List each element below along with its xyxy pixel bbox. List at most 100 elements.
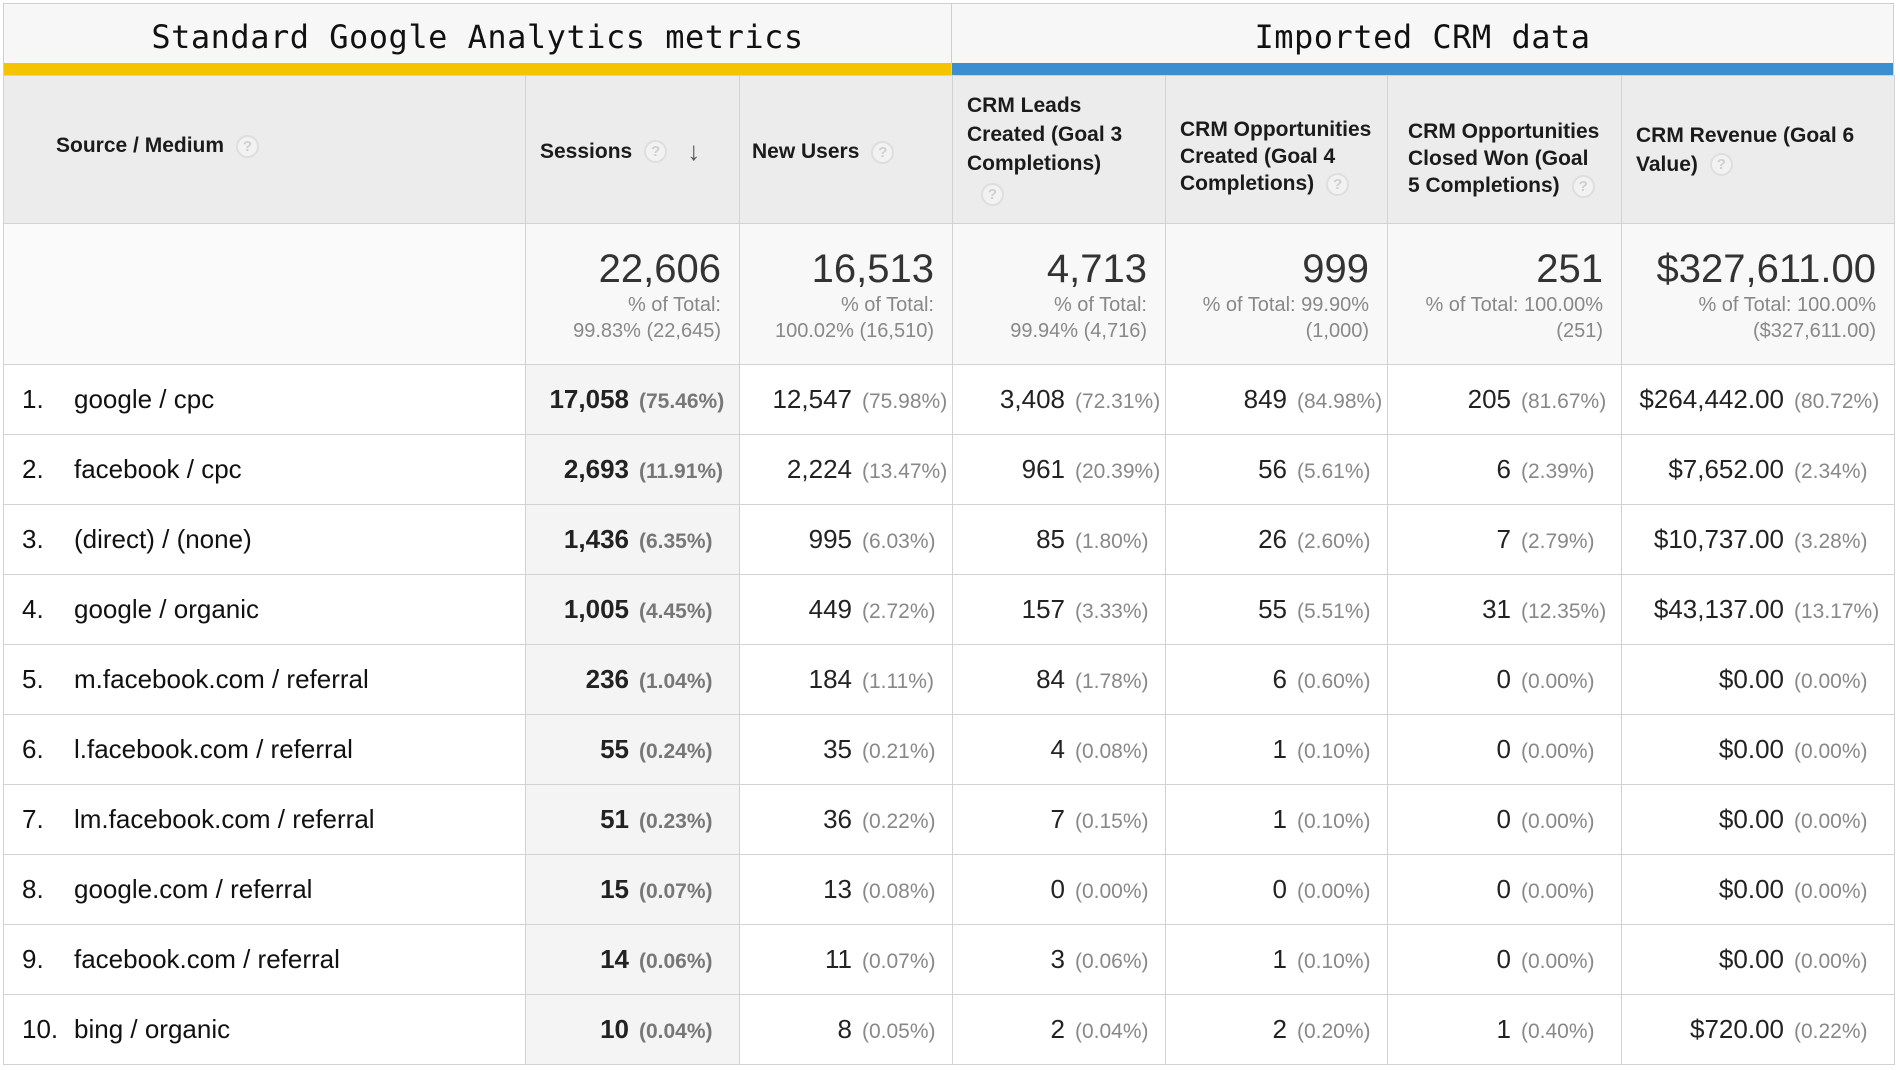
table-row[interactable]: 6. l.facebook.com / referral 55 (0.24%) 35… [3, 714, 1895, 785]
crm-won-percent: (12.35%) [1521, 600, 1607, 623]
new-users-value: 449 [808, 594, 852, 624]
crm-opps-percent: (0.00%) [1297, 880, 1371, 903]
crm-leads-percent: (0.00%) [1075, 880, 1149, 903]
totals-percent-value: 99.83% (22,645) [573, 320, 721, 342]
source-medium-link[interactable]: google / cpc [74, 384, 215, 414]
crm-won-value: 0 [1496, 664, 1511, 694]
source-medium-link[interactable]: google / organic [74, 594, 260, 624]
help-icon[interactable]: ? [1709, 153, 1733, 177]
help-icon[interactable]: ? [871, 140, 895, 164]
table-row[interactable]: 2. facebook / cpc 2,693 (11.91%) 2,224 (13.… [3, 434, 1895, 505]
source-medium-cell: 3. (direct) / (none) [3, 504, 526, 575]
col-header-crm-won[interactable]: CRM Opportunities Closed Won (Goal 5 Com… [1387, 75, 1622, 224]
table-row[interactable]: 7. lm.facebook.com / referral 51 (0.23%) 3… [3, 784, 1895, 855]
source-medium-link[interactable]: bing / organic [74, 1014, 231, 1044]
row-number: 1. [22, 384, 44, 414]
col-header-crm-opps[interactable]: CRM Opportunities Created (Goal 4 Comple… [1165, 75, 1388, 224]
crm-revenue-percent: (0.00%) [1794, 950, 1868, 973]
source-medium-link[interactable]: m.facebook.com / referral [74, 664, 369, 694]
ga-metrics-group-title: Standard Google Analytics metrics [151, 18, 804, 56]
crm-revenue-percent: (0.00%) [1794, 740, 1868, 763]
crm-opps-percent: (0.10%) [1297, 950, 1371, 973]
crm-won-cell: 1 (0.40%) [1387, 994, 1622, 1065]
new-users-value: 11 [825, 944, 852, 974]
crm-leads-cell: 3,408 (72.31%) [952, 364, 1166, 435]
crm-opps-cell: 0 (0.00%) [1165, 854, 1388, 925]
crm-revenue-cell: $7,652.00 (2.34%) [1621, 434, 1895, 505]
source-medium-link[interactable]: google.com / referral [74, 874, 313, 904]
crm-data-group-title: Imported CRM data [1254, 18, 1591, 56]
sessions-percent: (0.06%) [639, 950, 713, 973]
crm-leads-cell: 4 (0.08%) [952, 714, 1166, 785]
source-medium-link[interactable]: (direct) / (none) [74, 524, 252, 554]
totals-percent-label: % of Total: [1053, 294, 1147, 316]
crm-revenue-percent: (3.28%) [1794, 530, 1868, 553]
crm-leads-percent: (0.06%) [1075, 950, 1149, 973]
table-header-row: Source / Medium? Sessions? ↓ New Users? C… [3, 75, 1895, 224]
new-users-cell: 36 (0.22%) [739, 784, 953, 855]
table-row[interactable]: 1. google / cpc 17,058 (75.46%) 12,547 (75.… [3, 364, 1895, 435]
new-users-cell: 13 (0.08%) [739, 854, 953, 925]
row-number: 4. [22, 594, 44, 624]
row-number: 7. [22, 804, 44, 834]
source-medium-cell: 9. facebook.com / referral [3, 924, 526, 995]
table-row[interactable]: 8. google.com / referral 15 (0.07%) 13 (0.0… [3, 854, 1895, 925]
crm-won-percent: (0.00%) [1521, 740, 1595, 763]
new-users-cell: 184 (1.11%) [739, 644, 953, 715]
crm-revenue-cell: $10,737.00 (3.28%) [1621, 504, 1895, 575]
crm-opps-value: 1 [1272, 804, 1287, 834]
sessions-value: 15 [600, 874, 629, 904]
help-icon[interactable]: ? [644, 140, 668, 164]
help-icon[interactable]: ? [1326, 172, 1350, 196]
new-users-value: 12,547 [772, 384, 852, 414]
sessions-cell: 15 (0.07%) [525, 854, 740, 925]
crm-won-value: 0 [1496, 734, 1511, 764]
crm-leads-value: 85 [1036, 524, 1065, 554]
source-medium-link[interactable]: l.facebook.com / referral [74, 734, 353, 764]
col-header-crm-leads[interactable]: CRM Leads Created (Goal 3 Completions)? [952, 75, 1166, 224]
table-row[interactable]: 5. m.facebook.com / referral 236 (1.04%) 1… [3, 644, 1895, 715]
table-row[interactable]: 3. (direct) / (none) 1,436 (6.35%) 995 (6.0… [3, 504, 1895, 575]
crm-leads-value: 84 [1036, 664, 1065, 694]
sessions-value: 14 [600, 944, 629, 974]
help-icon[interactable]: ? [1571, 174, 1595, 198]
crm-won-value: 6 [1496, 454, 1511, 484]
totals-crm-revenue: $327,611.00 % of Total: 100.00% ($327,61… [1621, 223, 1895, 365]
crm-won-cell: 0 (0.00%) [1387, 714, 1622, 785]
crm-revenue-percent: (2.34%) [1794, 460, 1868, 483]
source-medium-link[interactable]: facebook / cpc [74, 454, 242, 484]
table-row[interactable]: 9. facebook.com / referral 14 (0.06%) 11 (0… [3, 924, 1895, 995]
help-icon[interactable]: ? [236, 134, 260, 158]
col-header-new-users[interactable]: New Users? [739, 75, 953, 224]
help-icon[interactable]: ? [981, 183, 1004, 207]
source-medium-link[interactable]: facebook.com / referral [74, 944, 340, 974]
table-row[interactable]: 10. bing / organic 10 (0.04%) 8 (0.05%) 2 (0… [3, 994, 1895, 1065]
col-header-sessions[interactable]: Sessions? ↓ [525, 75, 740, 224]
crm-won-cell: 0 (0.00%) [1387, 784, 1622, 855]
source-medium-cell: 4. google / organic [3, 574, 526, 645]
crm-revenue-value: $0.00 [1718, 734, 1784, 764]
table-row[interactable]: 4. google / organic 1,005 (4.45%) 449 (2.72… [3, 574, 1895, 645]
crm-revenue-value: $10,737.00 [1653, 524, 1784, 554]
crm-revenue-cell: $0.00 (0.00%) [1621, 644, 1895, 715]
crm-opps-percent: (0.20%) [1297, 1020, 1371, 1043]
crm-won-cell: 0 (0.00%) [1387, 644, 1622, 715]
crm-revenue-cell: $43,137.00 (13.17%) [1621, 574, 1895, 645]
crm-won-value: 31 [1482, 594, 1511, 624]
crm-leads-cell: 84 (1.78%) [952, 644, 1166, 715]
crm-opps-value: 2 [1272, 1014, 1287, 1044]
row-number: 3. [22, 524, 44, 554]
col-header-crm-revenue[interactable]: CRM Revenue (Goal 6 Value)? [1621, 75, 1895, 224]
sessions-percent: (6.35%) [639, 530, 713, 553]
new-users-percent: (6.03%) [862, 530, 936, 553]
col-header-source[interactable]: Source / Medium? [3, 75, 526, 224]
crm-leads-percent: (1.80%) [1075, 530, 1149, 553]
crm-opps-cell: 1 (0.10%) [1165, 924, 1388, 995]
source-medium-link[interactable]: lm.facebook.com / referral [74, 804, 375, 834]
sort-descending-icon[interactable]: ↓ [687, 136, 701, 167]
ga-metrics-group: Standard Google Analytics metrics [3, 3, 952, 75]
totals-label-cell [3, 223, 526, 365]
sessions-value: 2,693 [563, 454, 629, 484]
analytics-report: Standard Google Analytics metrics Import… [3, 3, 1895, 1065]
crm-won-value: 0 [1496, 804, 1511, 834]
